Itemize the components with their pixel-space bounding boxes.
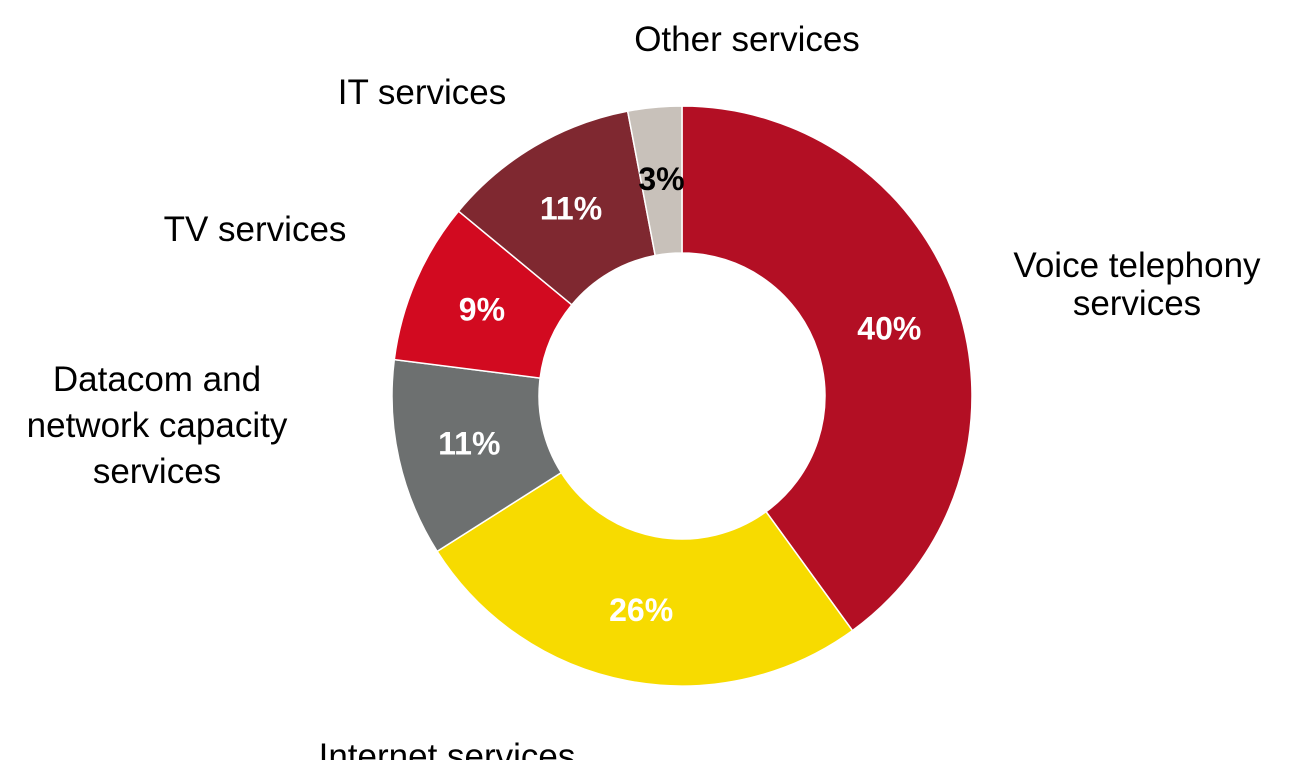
value-labels: 40% 26% 11% 9% 11% 3% [438,161,921,628]
category-label-line: Datacom and [53,360,261,399]
slice-it-services [457,110,657,306]
donut-slices [391,105,973,687]
category-label-line: services [93,452,221,491]
value-label-internet-services: 26% [609,592,673,628]
slice-internet-services [436,471,854,687]
slice-voice-telephony-services [681,105,973,632]
category-label-internet-services: Internet services [319,737,576,760]
category-label-line: Internet services [319,737,576,760]
category-label-line: Other services [634,20,860,59]
category-label-tv-services: TV services [164,210,347,249]
value-label-it-services: 11% [540,190,602,226]
category-label-other-services: Other services [634,20,860,59]
slice-other-services [626,105,683,257]
category-label-line: services [1073,284,1201,323]
value-label-tv-services: 9% [459,291,505,327]
category-label-it-services: IT services [338,73,507,112]
category-label-datacom-and-network-capacity-services: Datacom and network capacity services [27,360,288,491]
slice-datacom-and-network-capacity-services [391,358,563,553]
category-label-line: TV services [164,210,347,249]
category-label-line: Voice telephony [1013,246,1261,285]
value-label-datacom-and-network-capacity-services: 11% [438,426,500,462]
category-label-voice-telephony-services: Voice telephony services [1013,246,1261,323]
category-label-line: IT services [338,73,507,112]
category-label-line: network capacity [27,406,288,445]
value-label-other-services: 3% [638,161,684,197]
value-label-voice-telephony-services: 40% [857,311,921,347]
